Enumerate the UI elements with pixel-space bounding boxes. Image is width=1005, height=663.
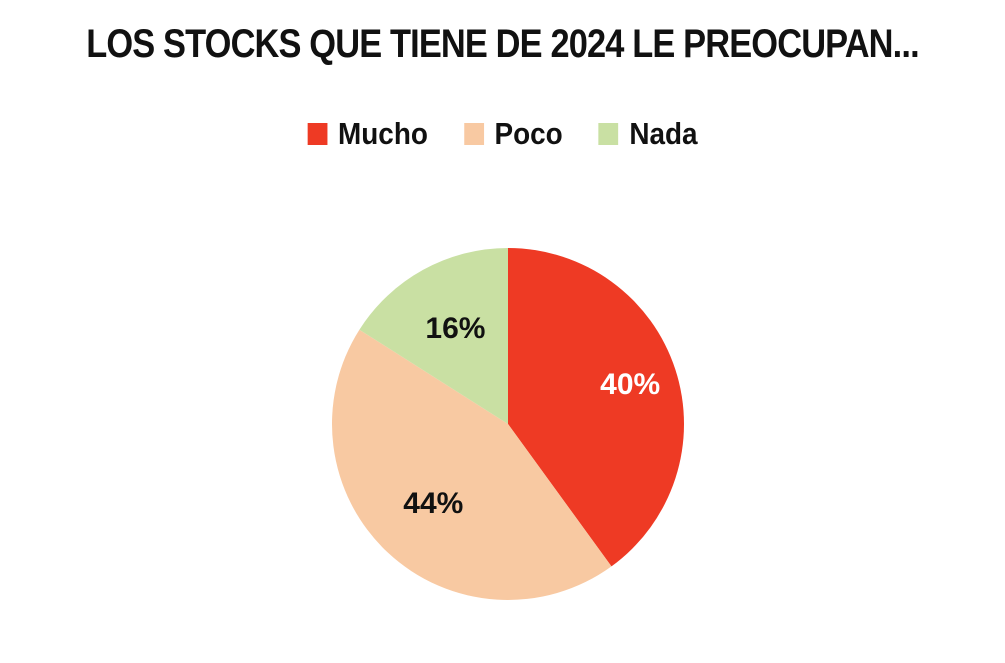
pie-slice-nada bbox=[359, 248, 508, 424]
data-label-poco: 44% bbox=[403, 487, 463, 520]
legend-swatch-nada bbox=[598, 123, 619, 145]
legend-item-mucho: Mucho bbox=[307, 116, 428, 152]
legend-swatch-mucho bbox=[307, 123, 328, 145]
data-label-nada: 16% bbox=[425, 312, 485, 345]
legend-item-poco: Poco bbox=[463, 116, 563, 152]
legend-label-poco: Poco bbox=[494, 116, 563, 151]
legend: Mucho Poco Nada bbox=[50, 116, 955, 152]
legend-swatch-poco bbox=[463, 123, 484, 145]
pie-slice-mucho bbox=[508, 248, 684, 567]
legend-item-nada: Nada bbox=[598, 116, 698, 152]
legend-label-mucho: Mucho bbox=[338, 116, 428, 151]
pie-slice-poco bbox=[332, 329, 612, 600]
legend-label-nada: Nada bbox=[629, 116, 698, 151]
chart-title: LOS STOCKS QUE TIENE DE 2024 LE PREOCUPA… bbox=[86, 22, 919, 66]
data-label-mucho: 40% bbox=[600, 368, 660, 401]
